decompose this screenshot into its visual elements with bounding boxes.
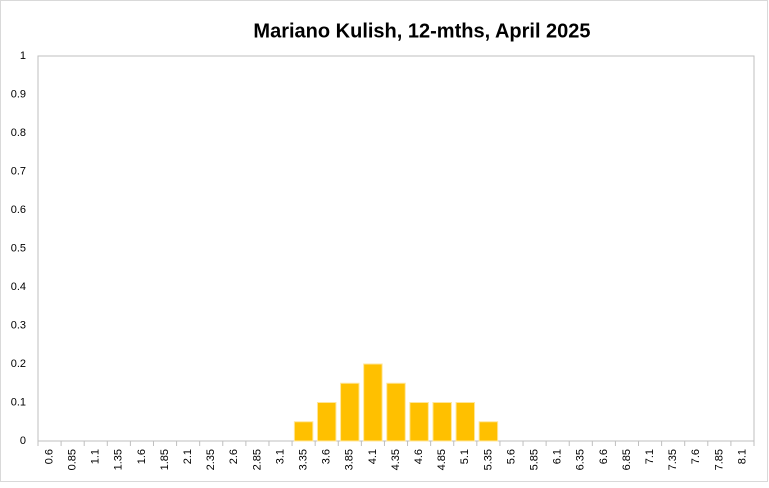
y-tick-label: 0.8 [11,127,26,139]
x-tick-label: 5.85 [528,449,540,470]
x-tick-label: 6.1 [552,449,564,464]
x-tick-label: 6.35 [575,449,587,470]
x-tick-label: 2.1 [182,449,194,464]
x-tick-label: 1.35 [113,449,125,470]
bar [455,402,476,442]
y-tick-label: 1 [20,50,26,62]
y-tick-label: 0.4 [11,281,26,293]
y-tick-label: 0.6 [11,204,26,216]
x-tick-label: 5.6 [505,449,517,464]
bar [409,402,429,442]
x-tick-label: 7.35 [667,449,679,470]
x-tick-label: 6.6 [598,449,610,464]
y-tick-label: 0 [20,435,26,447]
x-tick-label: 1.6 [136,449,148,464]
y-tick-label: 0.7 [11,165,26,177]
x-tick-label: 0.6 [43,449,55,464]
y-tick-label: 0.5 [11,242,26,254]
x-tick-label: 2.6 [228,449,240,464]
x-tick-label: 3.1 [274,449,286,464]
x-tick-label: 2.35 [205,449,217,470]
chart-title: Mariano Kulish, 12-mths, April 2025 [253,20,590,42]
x-tick-label: 7.1 [644,449,656,464]
x-tick-label: 3.35 [298,449,310,470]
x-tick-label: 3.6 [321,449,333,464]
x-tick-label: 4.85 [436,449,448,470]
bar [386,382,406,442]
x-tick-label: 0.85 [67,449,79,470]
x-tick-label: 7.6 [690,449,702,464]
x-tick-label: 6.85 [621,449,633,470]
x-tick-label: 3.85 [344,449,356,470]
x-tick-label: 4.1 [367,449,379,464]
x-tick-label: 8.1 [736,449,748,464]
y-tick-label: 0.9 [11,88,26,100]
x-tick-label: 4.6 [413,449,425,464]
y-tick-label: 0.2 [11,358,26,370]
bar [478,421,499,442]
bar [316,402,337,442]
x-tick-label: 2.85 [251,449,263,470]
x-tick-label: 4.35 [390,449,402,470]
x-tick-label: 1.85 [159,449,171,470]
x-tick-label: 5.35 [482,449,494,470]
y-tick-label: 0.1 [11,396,26,408]
bar [432,402,452,442]
x-tick-label: 5.1 [459,449,471,464]
x-tick-label: 1.1 [90,449,102,464]
bar [293,421,314,442]
y-tick-label: 0.3 [11,319,26,331]
bar [363,363,383,442]
x-tick-label: 7.85 [713,449,725,470]
bar [340,382,360,442]
